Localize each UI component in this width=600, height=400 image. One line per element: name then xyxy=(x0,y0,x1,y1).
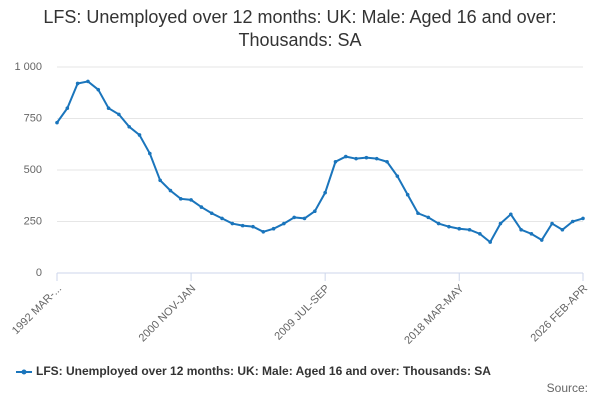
data-point xyxy=(251,224,255,229)
data-point xyxy=(282,221,286,226)
data-point xyxy=(220,216,224,221)
data-point xyxy=(529,232,534,236)
x-tick-label: 2018 MAR-MAY xyxy=(402,282,467,347)
data-point xyxy=(478,232,482,236)
data-point xyxy=(560,227,565,232)
data-point xyxy=(75,81,80,86)
data-point xyxy=(117,112,121,117)
data-point xyxy=(570,219,575,224)
y-tick-label: 500 xyxy=(24,164,42,176)
data-point xyxy=(106,106,111,110)
legend-marker xyxy=(21,369,27,375)
data-point xyxy=(416,211,420,216)
data-point xyxy=(488,240,492,244)
data-point xyxy=(539,238,544,242)
data-point xyxy=(137,133,142,137)
data-point xyxy=(158,178,162,183)
data-point xyxy=(509,212,513,217)
data-point xyxy=(261,230,266,234)
data-point xyxy=(333,159,338,164)
y-tick-label: 250 xyxy=(24,215,42,227)
data-point xyxy=(343,154,348,159)
data-point xyxy=(550,221,554,226)
legend-label: LFS: Unemployed over 12 months: UK: Male… xyxy=(36,364,491,378)
data-point xyxy=(148,151,152,156)
x-tick-label: 1992 MAR-... xyxy=(10,283,64,337)
data-point xyxy=(354,156,358,161)
y-tick-label: 0 xyxy=(36,267,42,279)
data-point xyxy=(199,205,204,209)
data-point xyxy=(168,188,173,193)
data-point xyxy=(364,155,369,160)
data-point xyxy=(209,211,214,216)
data-point xyxy=(65,106,70,110)
data-point xyxy=(519,227,523,232)
data-point xyxy=(292,215,297,220)
data-point xyxy=(302,216,307,221)
data-point xyxy=(127,124,131,129)
data-point xyxy=(467,227,472,232)
y-tick-label: 750 xyxy=(24,112,42,124)
data-point xyxy=(395,174,400,178)
data-point xyxy=(447,224,451,229)
data-point xyxy=(581,216,585,221)
data-point xyxy=(230,221,235,226)
data-point xyxy=(313,209,317,213)
data-line xyxy=(56,80,584,244)
data-point xyxy=(457,226,462,231)
y-tick-label: 1 000 xyxy=(14,61,42,73)
data-point xyxy=(385,159,389,164)
data-point xyxy=(178,197,183,201)
x-tick-label: 2009 JUL-SEP xyxy=(272,283,332,343)
data-point xyxy=(436,221,441,226)
data-point xyxy=(405,192,410,197)
data-point xyxy=(96,87,101,92)
source-label: Source: xyxy=(547,381,588,395)
data-point xyxy=(426,215,431,220)
chart-title: LFS: Unemployed over 12 months: UK: Male… xyxy=(43,7,557,50)
x-tick-label: 2026 FEB-APR xyxy=(529,283,591,345)
data-point xyxy=(374,156,379,161)
data-point xyxy=(271,226,276,231)
data-point xyxy=(240,223,245,228)
data-point xyxy=(498,221,503,226)
x-tick-label: 2000 NOV-JAN xyxy=(137,283,199,345)
data-point xyxy=(189,198,193,202)
data-point xyxy=(55,120,59,125)
data-point xyxy=(323,190,327,195)
data-point xyxy=(86,79,90,84)
